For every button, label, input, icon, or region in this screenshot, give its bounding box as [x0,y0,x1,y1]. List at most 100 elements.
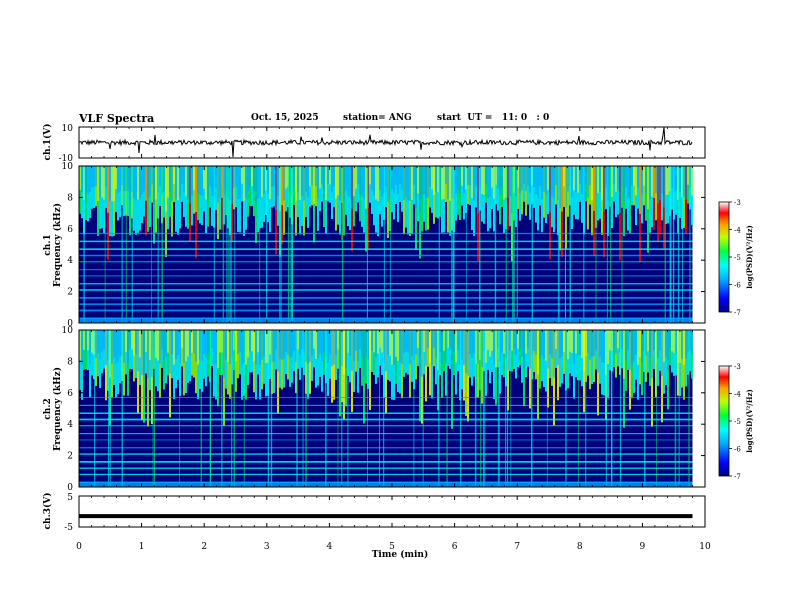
spectral-column [501,330,503,375]
spectral-column-top [307,330,309,365]
spectral-column-top [433,330,435,349]
spectral-column-top [197,330,199,365]
spectral-column [295,330,297,394]
y-tick-label: 4 [67,420,73,430]
spectral-column-top [227,330,229,363]
spectral-column-top [433,166,435,195]
spectral-column-top [281,166,283,206]
spectral-column-top [177,330,179,355]
spectral-column-top [447,166,449,200]
spectral-column-top [569,330,571,352]
spectral-column-top [649,166,651,200]
y-tick-label: 8 [67,357,73,367]
x-tick-label: 2 [201,542,207,552]
spectral-column-top [571,330,573,354]
spectral-column-top [513,330,515,350]
spectral-column-top [661,166,663,194]
spectral-column [225,166,227,216]
spectral-column-top [323,330,325,353]
spectral-column-top [667,330,669,370]
spectral-column-top [345,330,347,369]
x-axis-label: Time (min) [372,549,429,560]
spectral-column-top [389,330,391,356]
spectral-column-top [437,330,439,371]
spectral-column-top [549,330,551,355]
spectral-column-top [409,330,411,365]
spectral-column-top [417,330,419,349]
spectral-column-top [193,330,195,354]
ch1-colorbar-gradient [718,201,730,313]
spectral-column-top [203,166,205,189]
spectral-column-top [103,330,105,350]
x-tick-label: 0 [76,542,82,552]
y-tick-label: 4 [67,256,73,266]
spectral-column-top [219,330,221,353]
spectral-column-top [355,330,357,351]
spectral-column-top [163,166,165,192]
spectral-column-top [85,330,87,350]
spectral-column-top [273,330,275,362]
ch1-colorbar-label: log(PSD)(V²/Hz) [745,225,754,289]
ch2-colorbar-ticks: -3 -4 -5 -6 -7 [729,363,741,481]
spectral-column-top [183,166,185,192]
spectral-column-top [483,166,485,195]
spectral-column-top [95,166,97,187]
spectral-column-top [375,330,377,357]
spectral-column-top [287,330,289,355]
spectral-column-top [123,166,125,191]
spectral-column-top [165,166,167,212]
spectral-column-top [189,330,191,356]
spectral-column-top [477,330,479,364]
spectral-column-top [365,166,367,209]
spectral-column-top [235,166,237,187]
spectral-column-top [493,330,495,365]
spectral-column-top [667,166,669,195]
spectral-column-top [373,330,375,353]
spectral-column-top [297,166,299,192]
spectral-column-top [613,330,615,349]
spectral-column-top [469,166,471,186]
spectral-column-top [115,330,117,364]
spectral-column-top [91,330,93,353]
spectral-column-top [567,166,569,192]
spectral-column-top [155,166,157,200]
spectral-column-top [385,166,387,187]
spectral-column-top [203,330,205,355]
spectral-column-top [247,166,249,192]
spectral-column [651,330,653,427]
spectral-column-top [481,330,483,367]
ch1-spectrogram-ylabel-line1: ch.1 [43,234,53,255]
spectral-column-top [671,330,673,352]
spectral-column-top [445,166,447,184]
spectral-column-top [241,330,243,365]
spectral-column-top [339,166,341,201]
spectral-column-top [427,166,429,198]
spectral-column-top [351,166,353,209]
spectral-column-top [141,166,143,195]
header-start-ut: start UT = 11: 0 : 0 [437,113,550,123]
spectral-column-top [251,330,253,352]
spectral-column-top [209,166,211,187]
spectral-column-top [457,330,459,351]
spectral-column-top [619,166,621,214]
spectral-column-top [361,166,363,197]
spectral-column-top [255,330,257,365]
spectral-column-top [317,166,319,199]
spectral-column-top [289,330,291,359]
ch1-ytick-top: 10 [62,124,74,134]
spectral-column-top [681,330,683,359]
spectral-column-top [615,330,617,354]
spectral-column-top [589,330,591,360]
spectral-column-top [103,166,105,200]
spectral-column-top [657,330,659,358]
spectral-column-top [387,330,389,355]
ch1-colorbar-ticks: -3 -4 -5 -6 -7 [729,199,741,317]
spectral-column-top [637,330,639,365]
ch2-spectrogram-panel: 0 2 4 6 8 10 ch.2 Frequency (kHz) [43,326,706,493]
spectral-column-top [647,330,649,352]
spectral-column-top [469,330,471,354]
y-tick-label: 0 [67,483,73,493]
spectral-column-top [577,166,579,193]
spectral-column-top [629,330,631,370]
spectral-column-top [597,330,599,373]
